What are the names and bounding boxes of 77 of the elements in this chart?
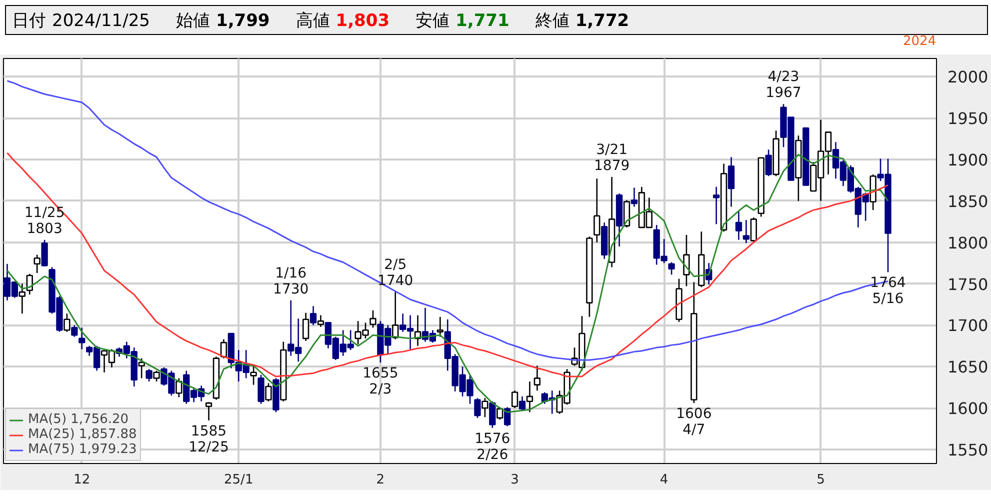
text: 1,771 (456, 11, 510, 31)
annotation: 1655 2/3 (362, 365, 398, 398)
candlestick (265, 382, 272, 402)
candlestick (728, 156, 735, 208)
candlestick (146, 368, 152, 382)
y-tick-label: 1850 (948, 192, 988, 211)
y-tick-label: 1950 (948, 109, 988, 128)
candlestick (482, 397, 488, 418)
annotation: 1/16 1730 (273, 265, 309, 298)
text: 高値 (296, 11, 330, 31)
candlestick (518, 396, 526, 412)
y-tick-label: 1900 (948, 150, 988, 170)
candlestick (317, 314, 324, 328)
candlestick (511, 390, 518, 409)
candlestick (742, 219, 750, 244)
x-tick-label: 4 (660, 472, 668, 488)
y-tick-label: 1700 (948, 316, 988, 336)
legend-label: MA(75) 1,979.23 (28, 442, 137, 457)
candlestick (138, 358, 145, 379)
candlestick (526, 380, 534, 413)
text: 安値 (416, 11, 450, 31)
candlestick (34, 254, 40, 274)
annotation: 4/23 1967 (766, 69, 802, 102)
annotation: 11/25 1803 (24, 204, 65, 237)
candlestick (41, 239, 48, 268)
legend-label: MA(25) 1,857.88 (28, 427, 137, 442)
annotation: 1764 5/16 (870, 275, 906, 308)
candlestick (489, 400, 496, 429)
candlestick (668, 262, 675, 276)
x-tick-label: 5 (816, 472, 825, 488)
annotation: 1606 4/7 (676, 406, 712, 438)
candlestick (258, 374, 264, 405)
y-tick-label: 1800 (948, 233, 988, 252)
y-tick-label: 1750 (948, 274, 988, 294)
candlestick (153, 370, 160, 382)
text: 日付 (12, 11, 46, 31)
candlestick (176, 378, 182, 398)
candlestick (250, 365, 257, 386)
candlestick (18, 283, 26, 314)
y-tick-label: 2000 (948, 68, 988, 87)
y-tick-label: 1650 (948, 358, 988, 377)
candlestick (205, 402, 212, 422)
x-tick-label: 3 (510, 472, 519, 488)
candlestick (735, 211, 742, 241)
candlestick (712, 186, 720, 225)
candlestick (310, 305, 317, 326)
annotation: 1576 2/26 (474, 430, 510, 463)
x-tick-label: 12 (74, 472, 90, 488)
text: 1,799 (216, 11, 270, 31)
x-tick-label: 25/1 (224, 472, 254, 488)
candlestick (474, 397, 481, 419)
candlestick (594, 178, 600, 244)
y-tick-label: 1550 (948, 440, 988, 460)
candlestick (630, 187, 638, 208)
text: 2024/11/25 (52, 11, 150, 31)
legend-label: MA(5) 1,756.20 (28, 412, 129, 427)
candlestick (496, 406, 504, 420)
annotation: 1585 12/25 (188, 423, 229, 456)
candlestick (436, 316, 444, 338)
candlestick (71, 324, 78, 338)
text: 始値 (176, 11, 210, 31)
candlestick (302, 312, 310, 342)
candlestick (220, 338, 228, 359)
text: 終値 (535, 11, 570, 31)
text: 2024 (903, 34, 936, 49)
candlestick (765, 148, 772, 177)
candlestick (534, 365, 541, 392)
y-tick-label: 1600 (948, 399, 988, 418)
candlestick (370, 310, 376, 328)
annotation: 3/21 1879 (594, 142, 630, 174)
annotation: 2/5 1740 (378, 257, 414, 290)
x-tick-label: 2 (376, 472, 385, 488)
text: 1,772 (575, 11, 630, 31)
candlestick (64, 312, 70, 332)
candlestick (78, 327, 86, 350)
candlestick (683, 234, 690, 287)
text: 1,803 (336, 11, 390, 31)
